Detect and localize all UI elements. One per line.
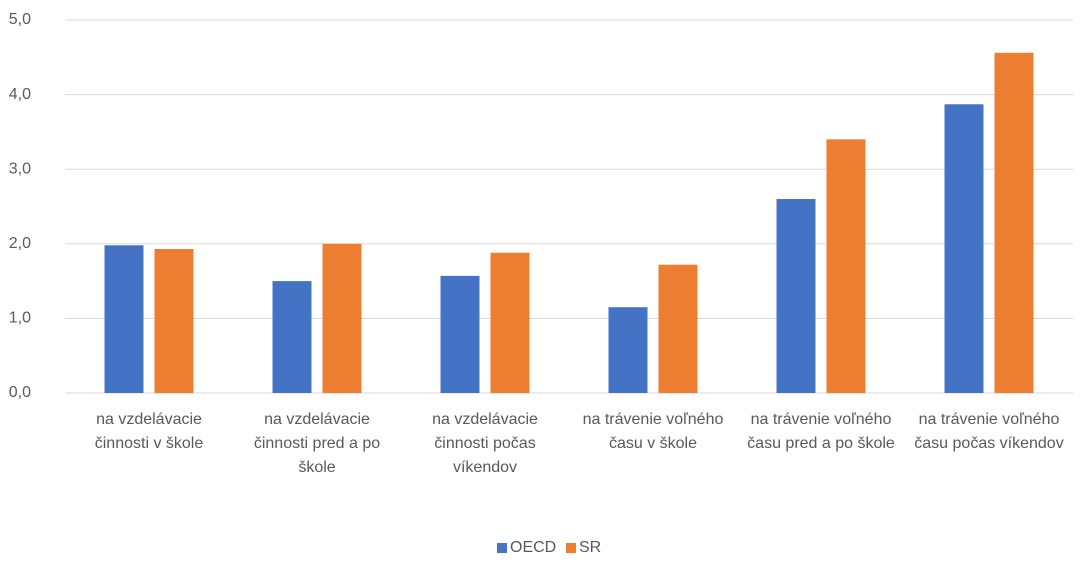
bar	[490, 252, 530, 393]
x-tick-label: na trávenie voľného času počas víkendov	[914, 411, 1064, 452]
y-tick-label: 1,0	[9, 310, 31, 327]
y-tick-label: 5,0	[9, 11, 31, 28]
bar	[826, 139, 866, 393]
bar	[776, 199, 816, 393]
bar	[104, 245, 144, 393]
legend-swatch	[566, 543, 576, 553]
legend-label: SR	[579, 539, 601, 556]
bar	[154, 249, 194, 393]
y-tick-label: 0,0	[9, 384, 31, 401]
bar	[440, 275, 480, 393]
x-tick-label: na vzdelávacie činnosti pred a po škole	[253, 411, 381, 476]
x-tick-label: na vzdelávacie činnosti v škole	[94, 411, 204, 452]
y-tick-label: 3,0	[9, 160, 31, 177]
legend-label: OECD	[510, 539, 556, 556]
x-tick-label: na trávenie voľného času v škole	[582, 411, 724, 452]
legend-swatch	[497, 543, 507, 553]
y-tick-label: 2,0	[9, 235, 31, 252]
bar	[272, 281, 312, 393]
bar	[944, 104, 984, 393]
bar	[994, 52, 1034, 393]
bar	[608, 307, 648, 393]
bar	[322, 243, 362, 393]
x-tick-label: na vzdelávacie činnosti počas víkendov	[432, 411, 538, 476]
x-tick-label: na trávenie voľného času pred a po škole	[747, 411, 895, 452]
y-tick-label: 4,0	[9, 86, 31, 103]
bar	[658, 264, 698, 393]
